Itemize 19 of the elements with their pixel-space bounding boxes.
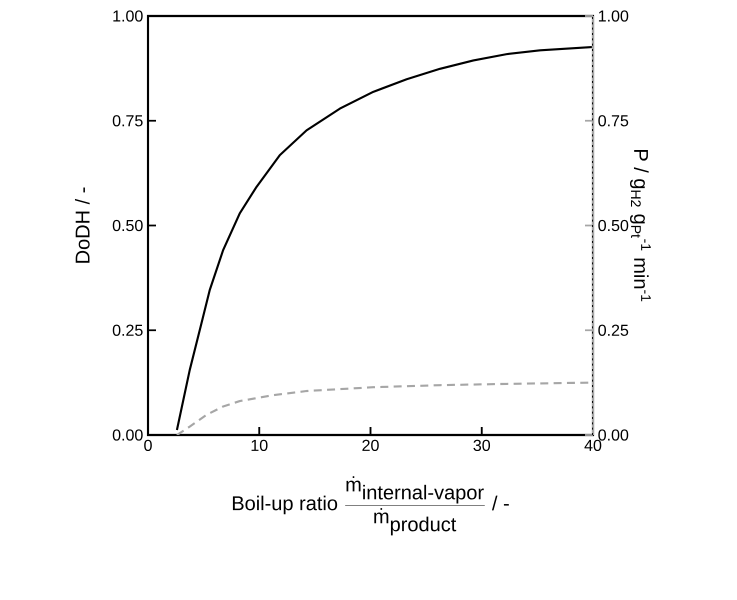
y-tick-label: 0.25 xyxy=(112,324,143,336)
y2-tick-label: 0.00 xyxy=(598,429,628,441)
x-tick-label: 10 xyxy=(252,440,268,452)
y2-tick-label: 0.50 xyxy=(598,220,628,232)
line-series xyxy=(176,46,593,432)
y-axis-title: DoDH / - xyxy=(74,188,90,263)
y-tick-label: 0.50 xyxy=(112,220,143,232)
y2-tick-label: 0.25 xyxy=(598,324,628,336)
x-tick-label: 40 xyxy=(584,440,602,452)
y-tick-label: 0.00 xyxy=(112,429,143,441)
y-tick-label: 0.75 xyxy=(112,115,143,126)
x-tick-label: 0 xyxy=(144,440,152,452)
x-tick-label: 20 xyxy=(362,440,379,452)
y2-tick-label: 1.00 xyxy=(598,10,628,22)
x-tick-label: 30 xyxy=(473,440,490,452)
y-tick-label: 1.00 xyxy=(113,10,143,22)
y2-tick-label: 0.75 xyxy=(598,115,628,126)
y2-axis-title: P / g$_{H2}$ g$_{Pt}$$^{-1}$ min$^{-1}$ xyxy=(630,150,651,302)
x-axis-title: $\mbox{Boil-up ratio }\frac{\dot{\mbox{m}}_{\mbox{internal-vapor}}}{\dot{\mbox{m}}_{\mbox{product}}}\mbox{ / -}$ xyxy=(232,476,509,536)
